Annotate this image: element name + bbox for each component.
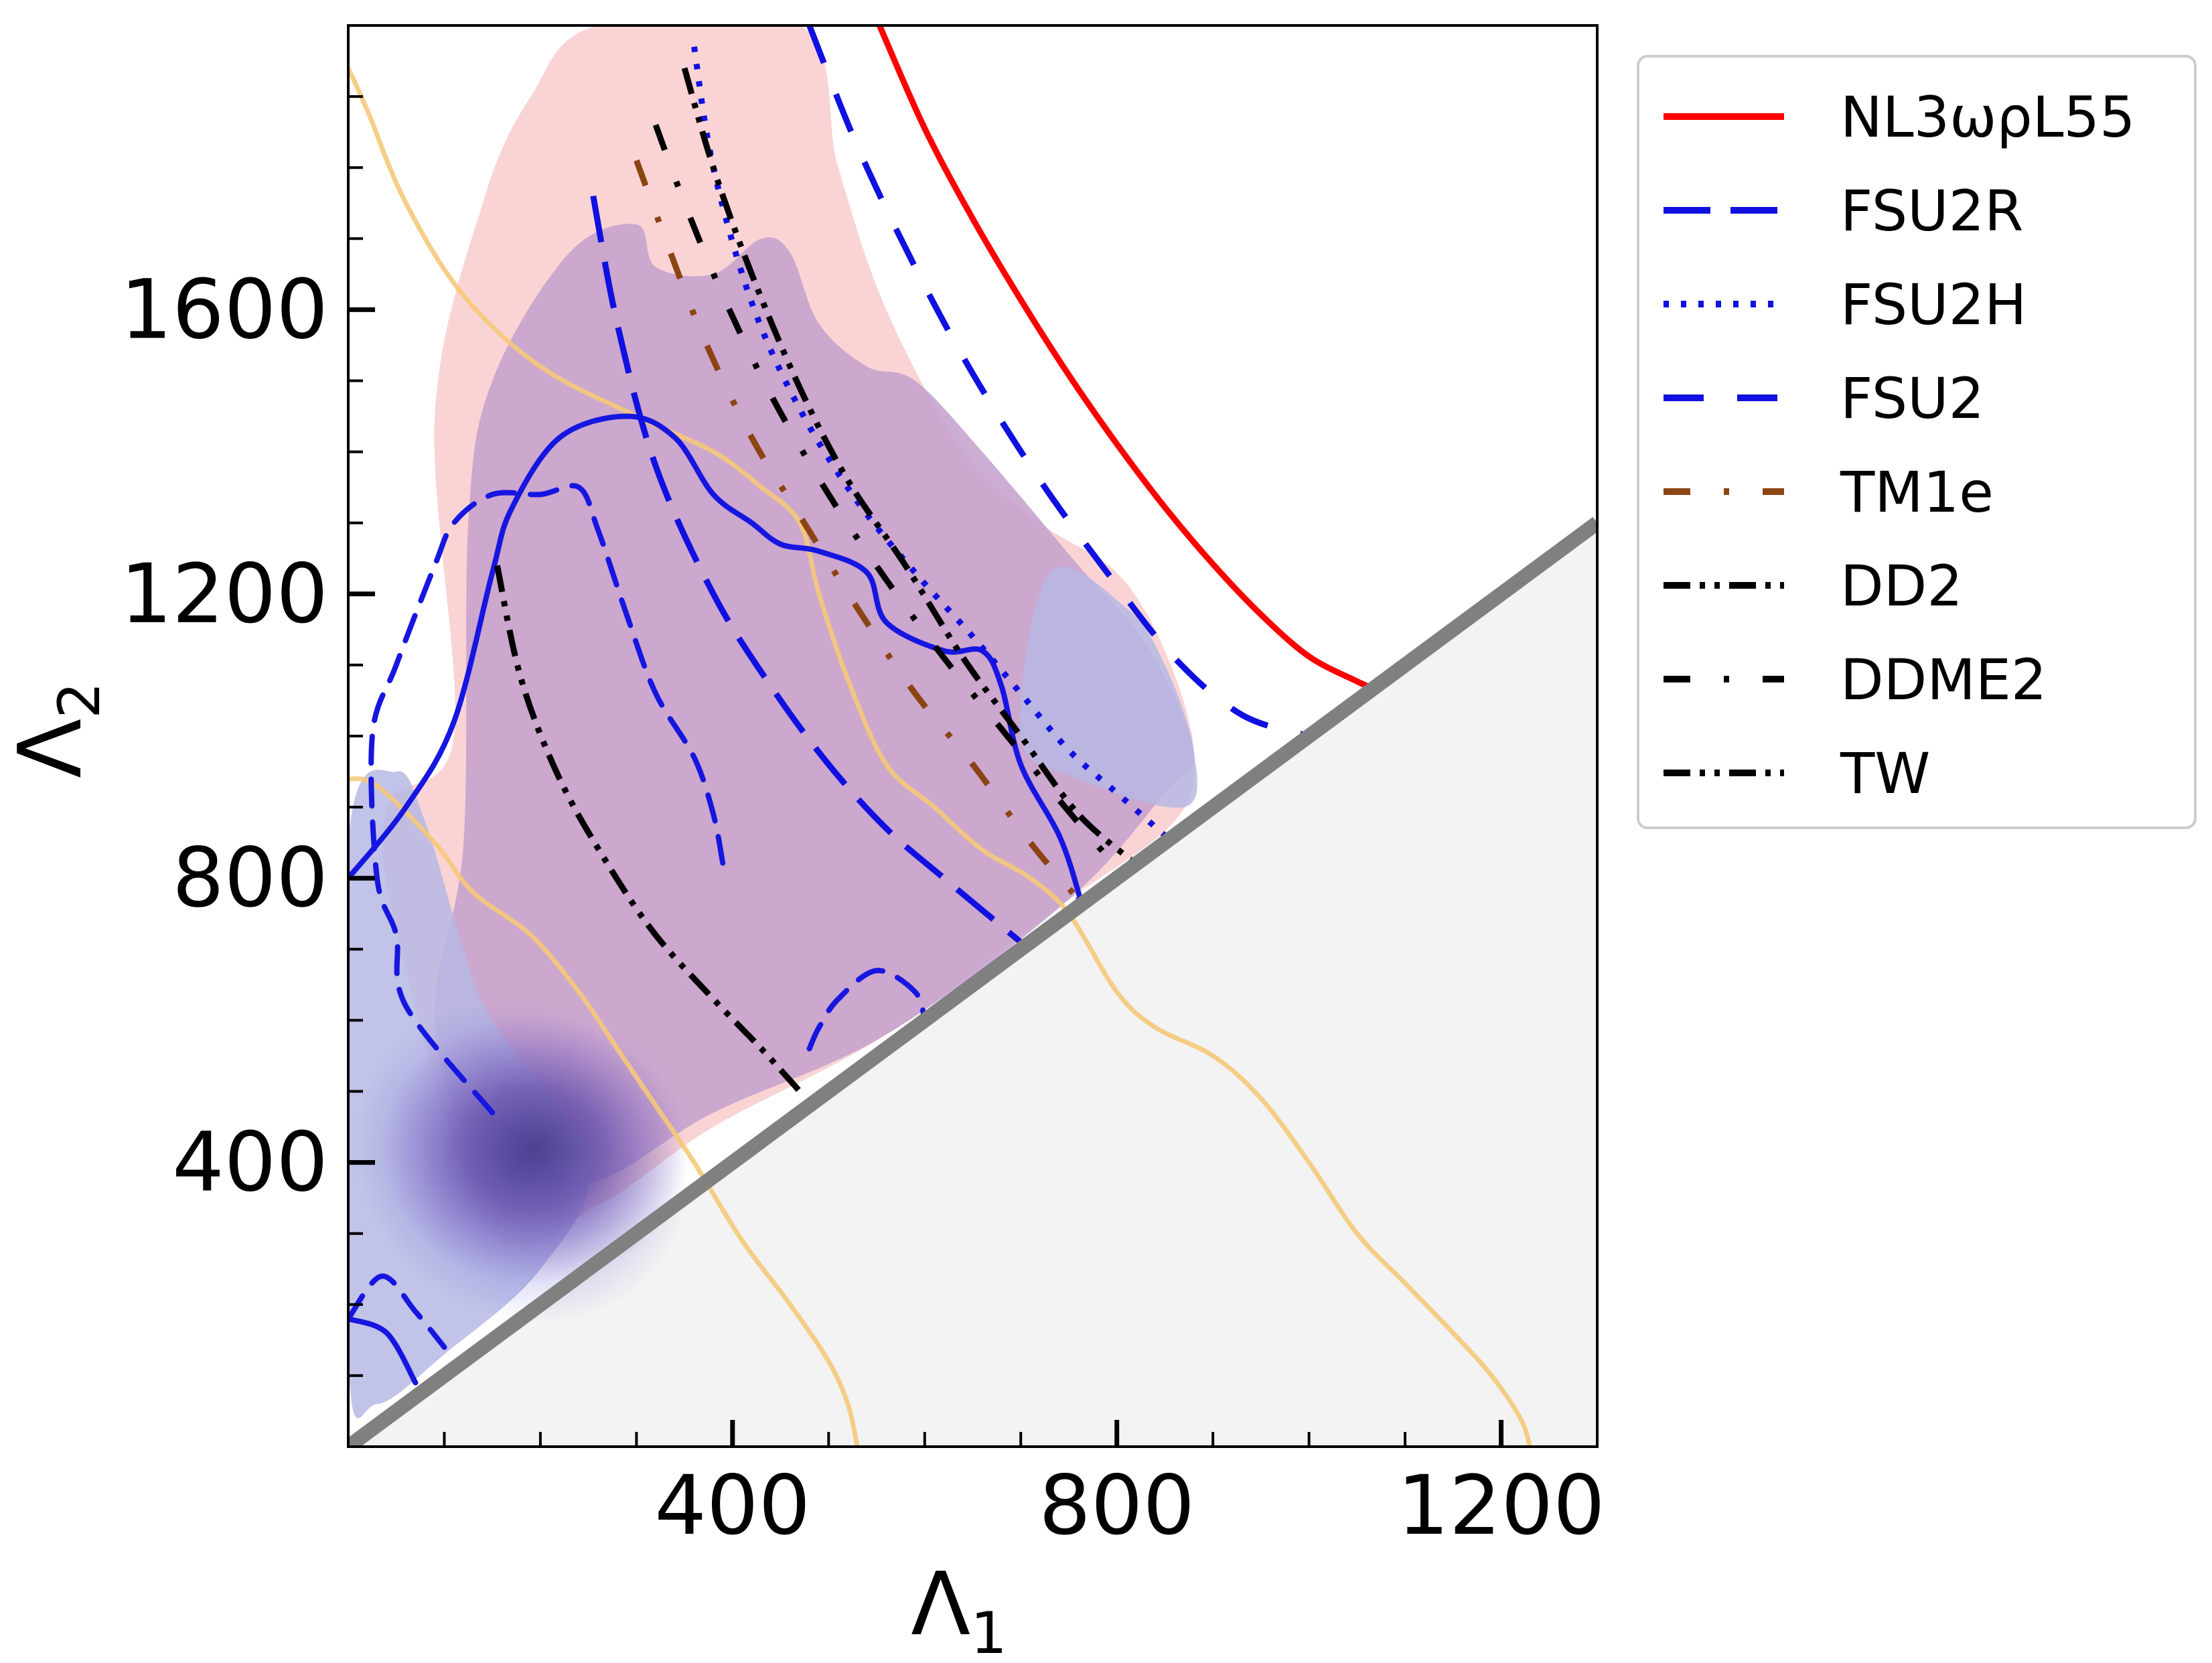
series-line-1	[590, 195, 1023, 945]
shaded-region-1	[434, 224, 1195, 1188]
eos-curves	[494, 25, 1375, 1094]
legend-entry: DDME2	[1664, 647, 2047, 713]
y-tick-label: 1200	[121, 547, 328, 642]
legend-label: FSU2H	[1840, 272, 2026, 338]
legend-entry: FSU2R	[1664, 178, 2023, 244]
series-line-3	[806, 25, 1310, 739]
contour-3	[806, 968, 928, 1052]
shaded-region-3	[1019, 567, 1197, 808]
overlay-contours	[348, 67, 1532, 1447]
legend-label: FSU2	[1840, 366, 1984, 431]
y-tick-label: 800	[172, 830, 328, 926]
contour-2	[368, 483, 726, 1116]
legend-label: TM1e	[1840, 459, 1994, 525]
x-axis-label: Λ1	[911, 1553, 1007, 1663]
contour-4	[348, 1273, 447, 1350]
boundary-line	[348, 516, 1597, 1447]
series-line-0	[877, 25, 1375, 692]
legend-label: DD2	[1840, 553, 1963, 619]
x-tick-label: 400	[654, 1458, 810, 1553]
legend-entry: FSU2H	[1664, 272, 2026, 338]
legend-label: FSU2R	[1840, 178, 2023, 244]
plot-area	[348, 25, 1597, 1447]
legend-entry: NL3ωρL55	[1664, 84, 2135, 150]
axis-ticks: 400 800 1200 400 800 1200 1600	[121, 95, 1605, 1553]
legend-label: TW	[1840, 741, 1930, 806]
series-line-5	[681, 67, 1138, 867]
legend-entry: TW	[1664, 741, 1930, 806]
y-axis-label: Λ2	[0, 682, 113, 778]
contour-1	[348, 1316, 419, 1386]
contour-0	[348, 413, 1083, 903]
legend-frame	[1637, 55, 2197, 829]
x-tick-label: 1200	[1397, 1458, 1605, 1553]
y-tick-label: 1600	[121, 262, 328, 357]
credible-contours	[348, 413, 1083, 1386]
series-line-7	[494, 565, 802, 1094]
legend-label: NL3ωρL55	[1840, 84, 2135, 150]
legend: NL3ωρL55 FSU2R FSU2H FSU2 TM1e DD2 DDME2 TW	[1637, 55, 2197, 829]
legend-entry: FSU2	[1664, 366, 1984, 431]
overlay-contour-0	[348, 67, 1532, 1447]
overlay-contour-1	[348, 776, 860, 1447]
x-tick-label: 800	[1039, 1458, 1195, 1553]
density-peak-core	[380, 1015, 689, 1283]
legend-entry: DD2	[1664, 553, 1963, 619]
legend-label: DDME2	[1840, 647, 2047, 713]
density-peak	[353, 1001, 689, 1323]
legend-entry: TM1e	[1664, 459, 1994, 525]
y-tick-label: 400	[172, 1115, 328, 1210]
equal-lambda-boundary	[348, 516, 1597, 1447]
